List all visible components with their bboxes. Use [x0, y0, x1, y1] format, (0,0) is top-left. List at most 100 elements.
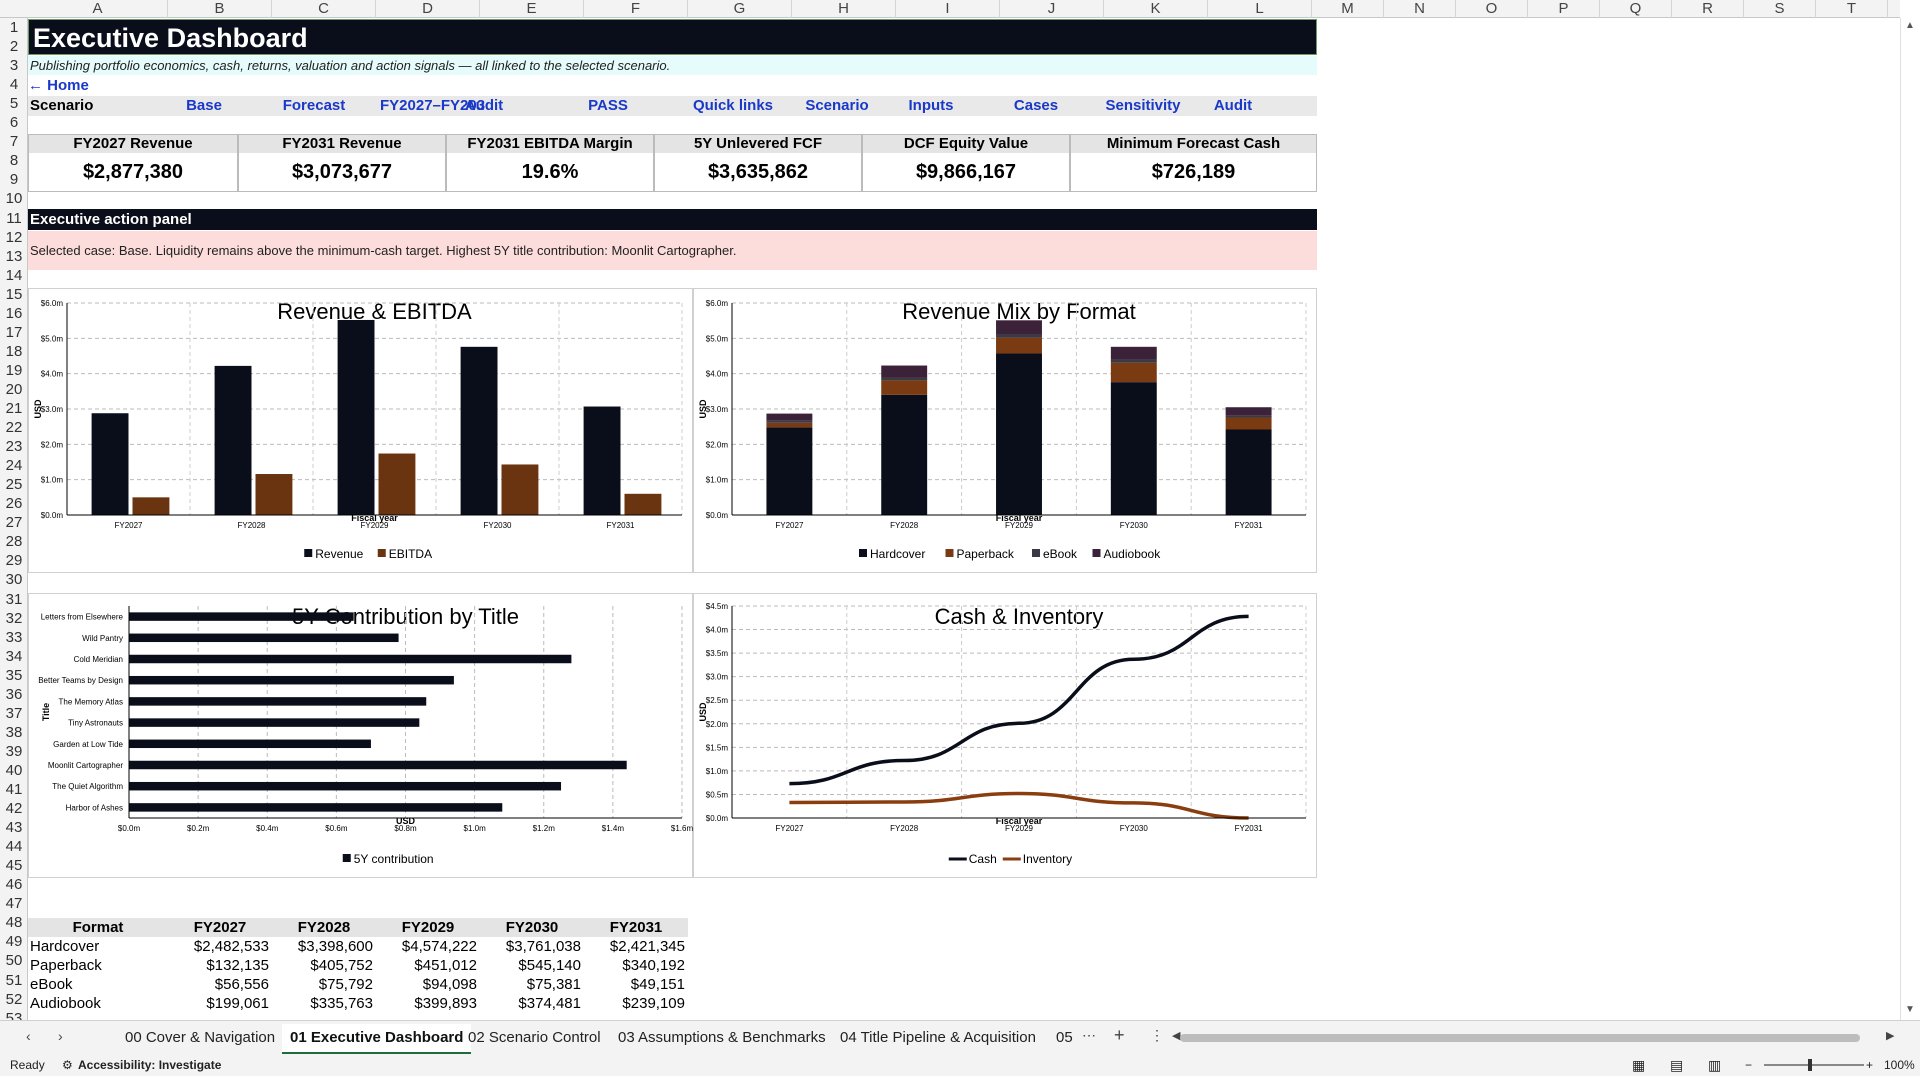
row-header[interactable]: 6 — [9, 114, 19, 132]
table-cell[interactable]: $239,109 — [622, 995, 685, 1012]
row-header[interactable]: 15 — [5, 285, 23, 303]
nav-link-sensitivity[interactable]: Sensitivity — [1105, 97, 1181, 114]
nav-link-audit-status[interactable]: Audit — [464, 97, 504, 114]
row-header[interactable]: 46 — [5, 876, 23, 894]
table-cell[interactable]: $56,556 — [214, 976, 269, 993]
row-header[interactable]: 41 — [5, 781, 23, 798]
column-header[interactable]: T — [1816, 0, 1888, 18]
tab-prev-icon[interactable]: ‹ — [26, 1028, 31, 1044]
row-header[interactable]: 47 — [5, 895, 23, 913]
column-header[interactable]: I — [896, 0, 1000, 18]
row-header[interactable]: 50 — [5, 952, 23, 970]
vertical-scrollbar[interactable]: ▲ ▼ — [1900, 18, 1920, 1020]
normal-view-icon[interactable]: ▦ — [1632, 1057, 1646, 1073]
table-cell[interactable]: $94,098 — [422, 976, 477, 993]
table-cell[interactable]: $2,421,345 — [609, 938, 685, 955]
column-header[interactable]: J — [1000, 0, 1104, 18]
table-cell[interactable]: $49,151 — [630, 976, 685, 993]
row-header[interactable]: 20 — [5, 380, 23, 398]
row-header[interactable]: 12 — [5, 228, 23, 246]
column-header[interactable]: Q — [1600, 0, 1672, 18]
row-header[interactable]: 32 — [5, 609, 23, 627]
row-header[interactable]: 38 — [5, 723, 23, 741]
nav-link-forecast[interactable]: Forecast — [282, 97, 346, 114]
zoom-in-icon[interactable]: + — [1866, 1058, 1874, 1072]
nav-link-pass[interactable]: PASS — [588, 97, 628, 114]
zoom-out-icon[interactable]: − — [1745, 1058, 1753, 1072]
row-header[interactable]: 25 — [5, 476, 23, 494]
hscroll-right-icon[interactable]: ▶ — [1886, 1030, 1895, 1042]
row-header[interactable]: 51 — [5, 971, 23, 989]
row-header[interactable]: 23 — [5, 438, 23, 456]
row-header[interactable]: 24 — [5, 457, 23, 475]
nav-link-cases[interactable]: Cases — [1013, 97, 1059, 114]
table-cell[interactable]: $451,012 — [414, 957, 477, 974]
row-header[interactable]: 48 — [5, 914, 23, 932]
chart-revenue-ebitda[interactable]: Revenue & EBITDA $0.0m $1.0m $2.0m $3.0m $4.0… — [28, 288, 693, 573]
row-header[interactable]: 45 — [5, 857, 23, 875]
nav-link-inputs[interactable]: Inputs — [908, 97, 954, 114]
accessibility-status[interactable]: Accessibility: Investigate — [78, 1058, 222, 1072]
row-header[interactable]: 22 — [5, 419, 23, 437]
row-header[interactable]: 4 — [9, 76, 19, 94]
row-header[interactable]: 18 — [5, 342, 23, 360]
nav-link-period[interactable]: FY2027–FY203 — [380, 97, 486, 114]
column-header[interactable]: G — [688, 0, 792, 18]
row-header[interactable]: 33 — [5, 628, 23, 646]
table-cell[interactable]: $2,482,533 — [193, 938, 269, 955]
row-header[interactable]: 40 — [5, 761, 23, 779]
column-header[interactable]: B — [168, 0, 272, 18]
row-header[interactable]: 35 — [5, 666, 23, 684]
column-header[interactable]: R — [1672, 0, 1744, 18]
scroll-down-icon[interactable]: ▼ — [1905, 1004, 1915, 1015]
chart-title-contribution[interactable]: 5Y Contribution by Title $0.0m $0.2m $0.4m $… — [28, 593, 693, 878]
row-header[interactable]: 27 — [5, 514, 23, 532]
table-cell[interactable]: $405,752 — [310, 957, 373, 974]
tab-executive-dashboard[interactable]: 01 Executive Dashboard — [282, 1024, 472, 1055]
column-header[interactable]: E — [480, 0, 584, 18]
column-header[interactable]: P — [1528, 0, 1600, 18]
table-cell[interactable]: Audiobook — [30, 995, 101, 1012]
add-sheet-icon[interactable]: + — [1114, 1025, 1125, 1045]
row-header[interactable]: 1 — [9, 19, 19, 36]
column-header[interactable]: D — [376, 0, 480, 18]
table-cell[interactable]: Hardcover — [30, 938, 100, 955]
row-header[interactable]: 8 — [9, 152, 19, 170]
tab-assumptions[interactable]: 03 Assumptions & Benchmarks — [618, 1029, 826, 1046]
row-header[interactable]: 3 — [9, 57, 19, 75]
home-link[interactable]: ← Home — [28, 77, 89, 94]
horizontal-scrollbar[interactable] — [1180, 1034, 1860, 1042]
row-header[interactable]: 29 — [5, 552, 23, 570]
chart-cash-inventory[interactable]: Cash & Inventory $0.0m $0.5m $1.0m $1.5m $2.0… — [693, 593, 1317, 878]
hscroll-left-icon[interactable]: ◀ — [1172, 1030, 1181, 1042]
row-header[interactable]: 52 — [5, 990, 23, 1008]
row-header[interactable]: 7 — [9, 133, 19, 151]
row-header[interactable]: 42 — [5, 800, 23, 818]
row-header[interactable]: 34 — [5, 647, 23, 665]
nav-link-scenario[interactable]: Scenario — [805, 97, 869, 114]
page-layout-icon[interactable]: ▤ — [1670, 1057, 1684, 1073]
column-header[interactable]: K — [1104, 0, 1208, 18]
scroll-up-icon[interactable]: ▲ — [1905, 20, 1915, 31]
row-header[interactable]: 2 — [9, 38, 19, 56]
table-cell[interactable]: $335,763 — [310, 995, 373, 1012]
row-header[interactable]: 30 — [5, 571, 23, 589]
row-header[interactable]: 36 — [5, 685, 23, 703]
row-header[interactable]: 43 — [5, 819, 23, 837]
tab-next-icon[interactable]: › — [58, 1028, 63, 1044]
column-header[interactable]: F — [584, 0, 688, 18]
row-header[interactable]: 39 — [5, 742, 23, 760]
column-header[interactable]: M — [1312, 0, 1384, 18]
tab-cover[interactable]: 00 Cover & Navigation — [125, 1029, 276, 1046]
column-header[interactable]: H — [792, 0, 896, 18]
row-header[interactable]: 28 — [5, 533, 23, 551]
tab-scenario-control[interactable]: 02 Scenario Control — [468, 1029, 601, 1046]
row-header[interactable]: 26 — [5, 495, 23, 513]
table-cell[interactable]: Paperback — [30, 957, 102, 974]
row-header[interactable]: 49 — [5, 933, 23, 951]
row-header[interactable]: 16 — [5, 304, 23, 322]
zoom-slider[interactable] — [1764, 1064, 1864, 1066]
row-header[interactable]: 21 — [5, 400, 23, 417]
table-cell[interactable]: $4,574,222 — [401, 938, 477, 955]
row-header[interactable]: 19 — [5, 361, 23, 379]
